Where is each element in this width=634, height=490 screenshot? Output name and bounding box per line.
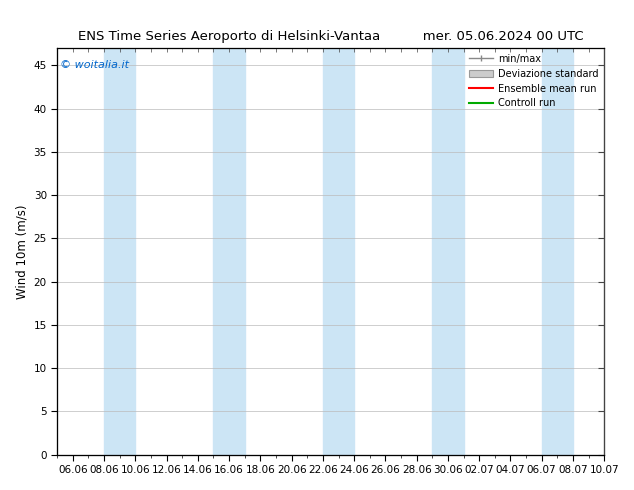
Y-axis label: Wind 10m (m/s): Wind 10m (m/s) — [15, 204, 28, 298]
Bar — [432, 48, 463, 455]
Bar — [323, 48, 354, 455]
Bar — [214, 48, 245, 455]
Legend: min/max, Deviazione standard, Ensemble mean run, Controll run: min/max, Deviazione standard, Ensemble m… — [465, 50, 602, 112]
Text: © woitalia.it: © woitalia.it — [60, 60, 129, 70]
Bar — [541, 48, 573, 455]
Title: ENS Time Series Aeroporto di Helsinki-Vantaa          mer. 05.06.2024 00 UTC: ENS Time Series Aeroporto di Helsinki-Va… — [78, 30, 583, 43]
Bar — [104, 48, 136, 455]
